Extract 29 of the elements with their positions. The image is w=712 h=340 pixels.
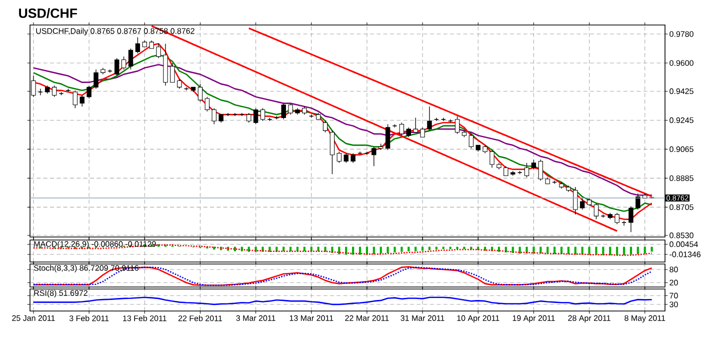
- y-tick-label: 0.8885: [670, 175, 694, 182]
- x-tick-label: 25 Jan 2011: [12, 315, 55, 321]
- y-tick-label: 80: [670, 266, 678, 272]
- x-tick-label: 13 Feb 2011: [123, 315, 166, 322]
- y-tick-label: 0.9600: [670, 60, 694, 66]
- y-tick-label: 30: [670, 302, 678, 308]
- y-tick-label: 0.9245: [670, 117, 694, 124]
- x-tick-label: 13 Mar 2011: [290, 315, 334, 321]
- chart-title: USD/CHF: [19, 8, 78, 18]
- x-tick-label: 31 Mar 2011: [400, 315, 444, 321]
- x-tick-label: 22 Mar 2011: [345, 315, 389, 321]
- y-tick-label: 0.8705: [670, 204, 694, 210]
- y-tick-label: 20: [670, 280, 678, 286]
- x-tick-label: 3 Mar 2011: [236, 315, 276, 321]
- chart-title: MACD(12,26,9) -0.00860 -0.01129: [34, 240, 156, 248]
- chart-title: RSI(8) 51.6972: [34, 290, 88, 298]
- y-tick-label: -0.01346: [670, 252, 700, 258]
- y-tick-label: 0.9780: [670, 31, 694, 37]
- x-tick-label: 3 Feb 2011: [69, 315, 109, 322]
- y-tick-label: 0.9065: [670, 146, 694, 152]
- x-tick-label: 8 May 2011: [624, 315, 666, 323]
- x-tick-label: 10 Apr 2011: [457, 315, 500, 323]
- y-tick-label: 70: [670, 292, 678, 298]
- y-tick-label: 0.8530: [670, 232, 694, 238]
- x-tick-label: 19 Apr 2011: [512, 315, 555, 323]
- x-tick-label: 22 Feb 2011: [178, 315, 222, 322]
- y-tick-label: 0.00454: [670, 241, 698, 248]
- x-tick-label: 28 Apr 2011: [568, 315, 610, 323]
- y-tick-label: 0.9425: [670, 88, 694, 94]
